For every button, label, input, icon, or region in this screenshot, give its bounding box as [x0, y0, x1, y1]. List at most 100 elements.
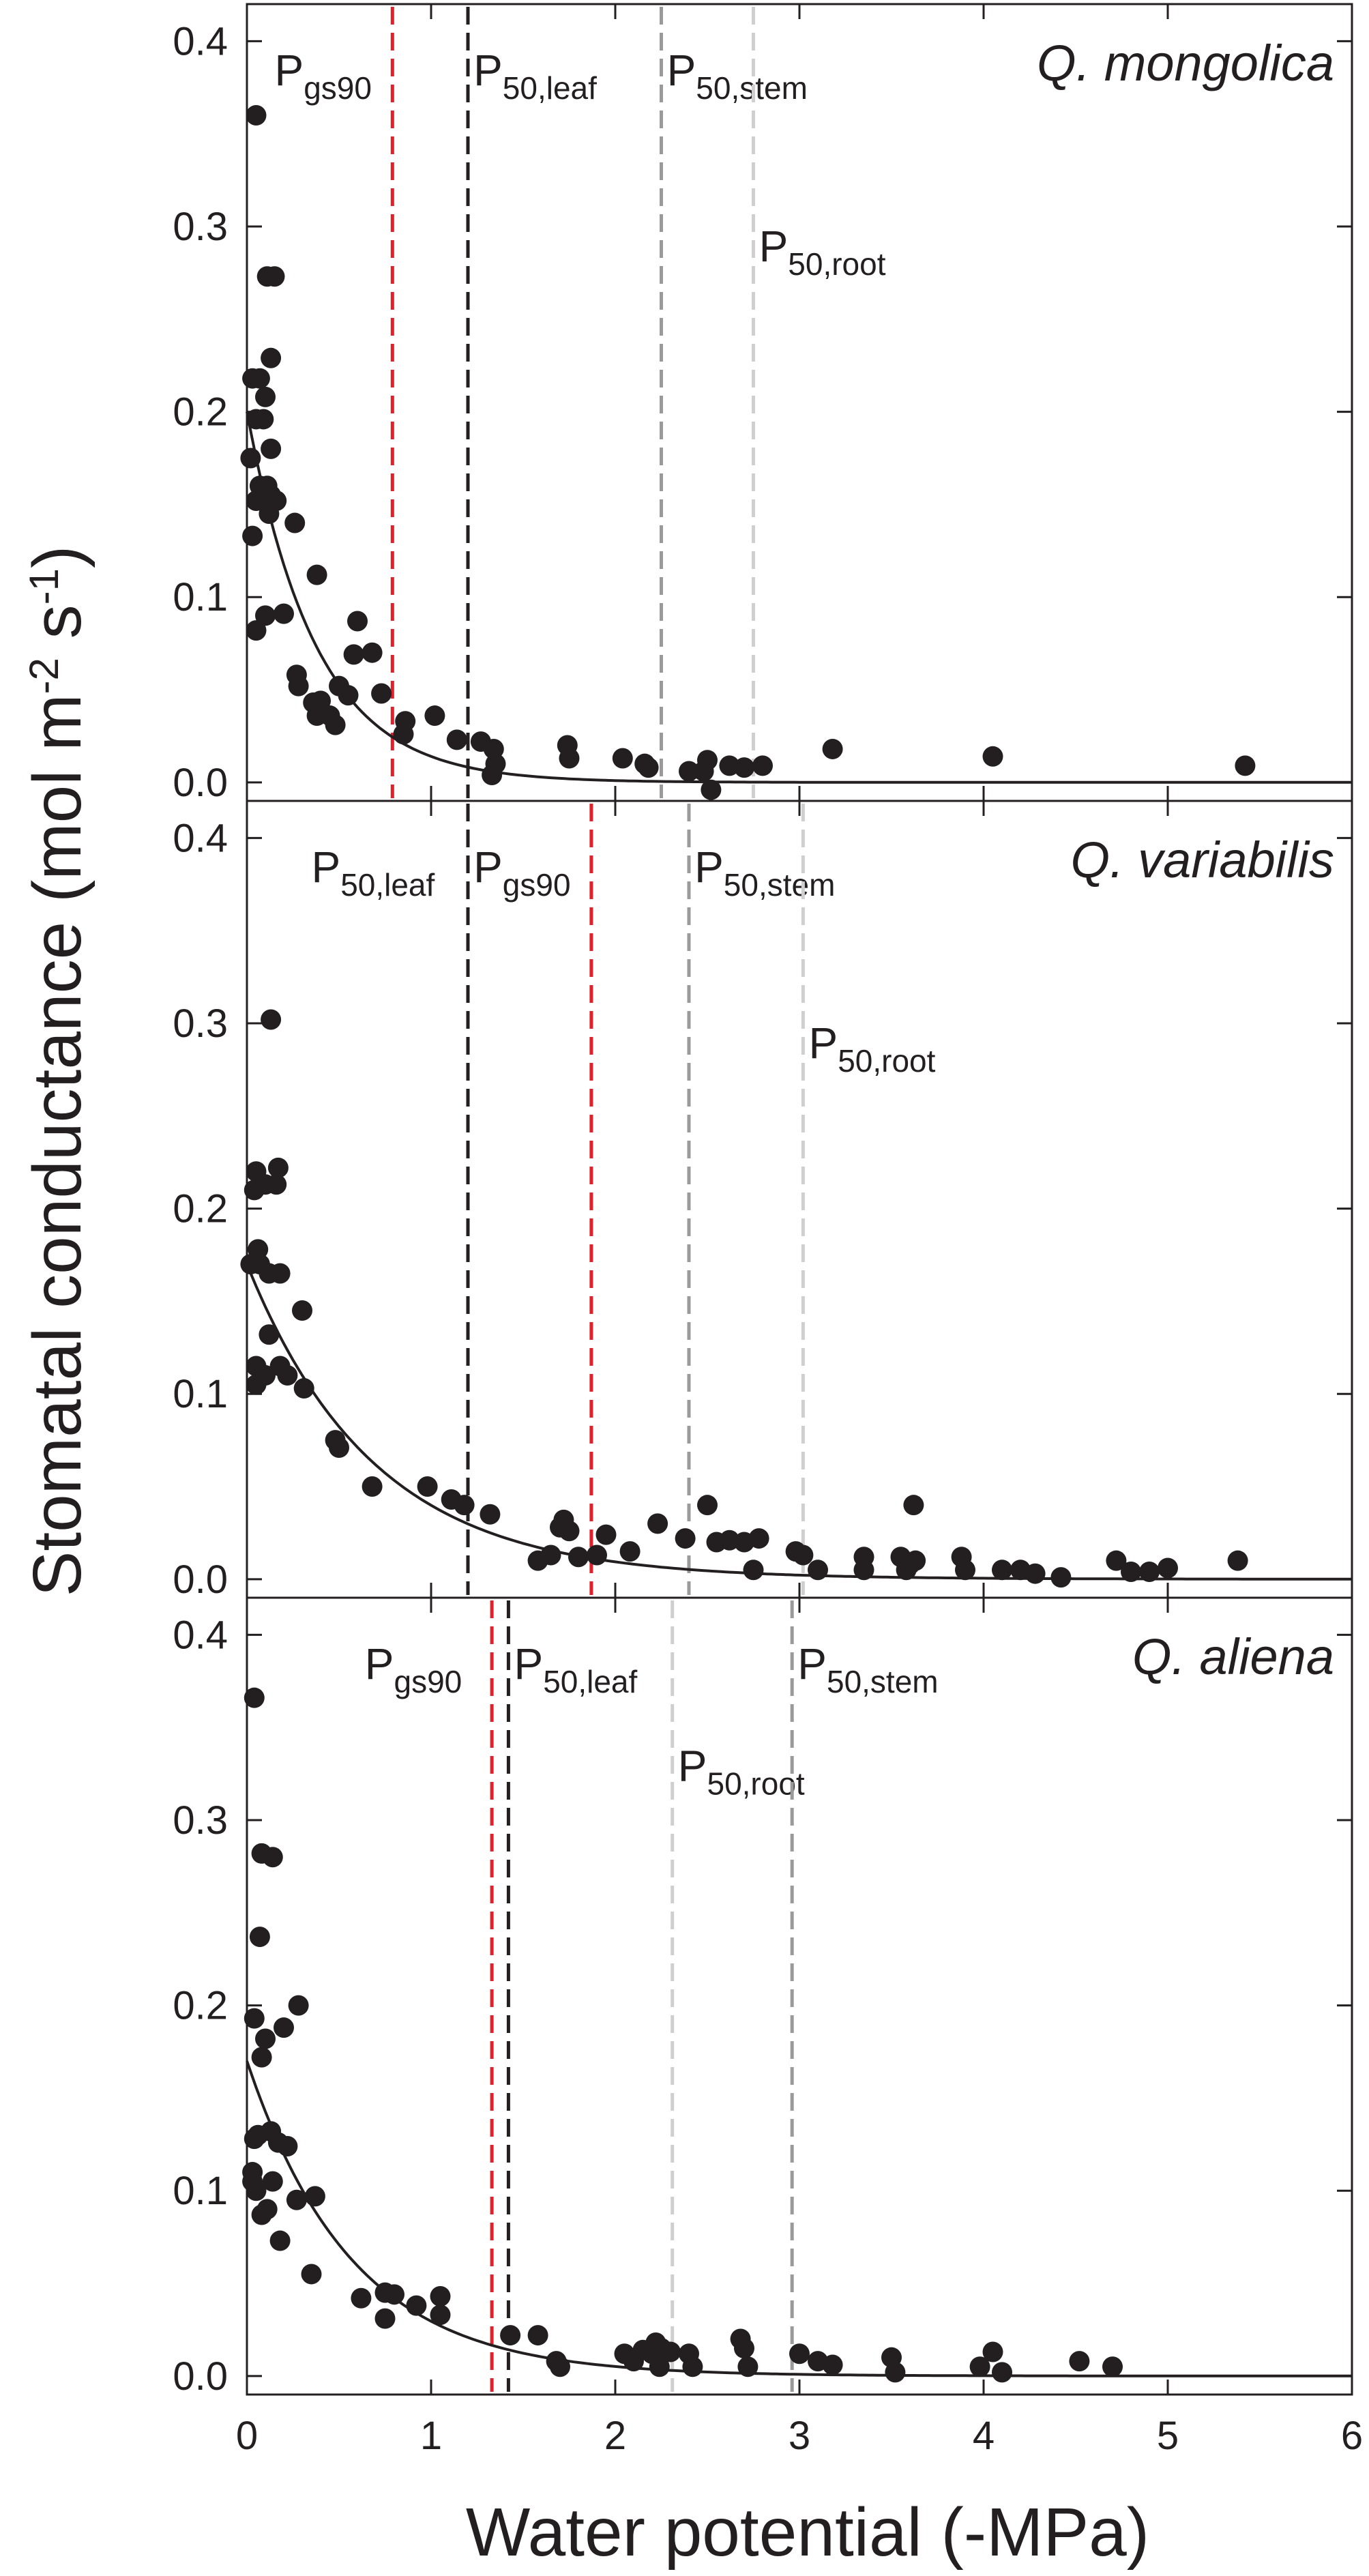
y-tick-label: 0.3: [173, 205, 228, 249]
species-label: Q. mongolica: [1037, 35, 1334, 91]
data-point: [1106, 1550, 1127, 1571]
data-point: [262, 1847, 283, 1868]
data-point: [249, 368, 270, 389]
fit-curve: [246, 411, 1352, 784]
data-point: [743, 1560, 764, 1581]
data-point: [347, 611, 368, 632]
data-point: [483, 738, 504, 759]
data-point: [244, 2008, 265, 2029]
data-point: [822, 2354, 843, 2375]
panel-3: 0.0 0.1 0.2 0.3 0.4 0 1 2 3 4 5 6 Pgs90 P50,leaf P50,r…: [173, 1596, 1363, 2458]
data-point: [697, 1495, 718, 1516]
y-tick-label: 0.0: [173, 761, 228, 805]
y-axis-title: Stomatal conductance (mol m-2 s-1): [19, 546, 95, 1597]
data-point: [982, 2341, 1003, 2362]
x-tick-label: 5: [1157, 2414, 1179, 2458]
data-point: [240, 448, 261, 469]
data-point: [992, 1560, 1012, 1581]
data-point: [277, 1365, 298, 1386]
data-point: [1102, 2356, 1123, 2377]
data-point: [1235, 755, 1256, 776]
x-tick-label: 2: [604, 2414, 626, 2458]
data-point: [343, 644, 364, 665]
species-label: Q. aliena: [1132, 1628, 1334, 1685]
data-point: [647, 1513, 668, 1534]
data-point: [338, 685, 359, 706]
data-point: [274, 2017, 294, 2038]
x-tick-label: 3: [789, 2414, 810, 2458]
data-point: [259, 503, 280, 524]
y-tick-label: 0.0: [173, 2354, 228, 2399]
data-point: [789, 2343, 810, 2365]
data-point: [246, 2180, 267, 2201]
data-point: [292, 1300, 312, 1321]
data-point: [679, 761, 699, 782]
data-point: [351, 2287, 372, 2309]
threshold-label-root: P50,root: [759, 222, 886, 282]
data-point: [446, 729, 467, 750]
data-point: [587, 1545, 607, 1566]
data-point: [269, 1263, 291, 1284]
species-label: Q. variabilis: [1070, 832, 1334, 888]
data-point: [734, 2338, 754, 2359]
data-point: [649, 2356, 670, 2377]
data-point: [406, 2295, 427, 2316]
data-point: [1227, 1550, 1248, 1571]
data-point: [454, 1495, 475, 1516]
data-point: [417, 1476, 438, 1497]
y-tick-label: 0.4: [173, 1613, 228, 1657]
data-point: [267, 1157, 289, 1178]
data-point: [255, 605, 276, 626]
data-point: [559, 1521, 580, 1542]
y-tick-label: 0.1: [173, 1372, 228, 1416]
data-point: [301, 2264, 322, 2285]
data-point: [482, 764, 503, 785]
y-tick-label: 0.0: [173, 1557, 228, 1602]
data-point: [992, 2362, 1012, 2383]
data-point: [261, 347, 282, 368]
y-tick-label: 0.2: [173, 390, 228, 435]
data-point: [246, 620, 267, 641]
data-point: [306, 564, 327, 585]
data-point: [808, 1560, 828, 1581]
data-point: [246, 409, 267, 430]
data-point: [559, 748, 580, 769]
x-tick-label: 0: [236, 2414, 258, 2458]
data-point: [568, 1547, 589, 1568]
data-point: [550, 2356, 570, 2377]
data-point: [384, 2284, 404, 2305]
y-tick-label: 0.2: [173, 1187, 228, 1231]
data-point: [752, 755, 773, 776]
threshold-label-stem: P50,stem: [694, 843, 835, 903]
data-point: [244, 1687, 265, 1708]
data-point: [682, 2356, 703, 2377]
data-point: [748, 1528, 769, 1549]
threshold-label-root: P50,root: [678, 1741, 805, 1801]
y-tick-label: 0.1: [173, 2169, 228, 2213]
data-point: [430, 2304, 451, 2326]
data-point: [304, 2186, 325, 2207]
data-point: [430, 2286, 451, 2307]
y-tick-label: 0.3: [173, 1001, 228, 1046]
data-point: [306, 705, 327, 727]
plot-area: 0.0 0.1 0.2 0.3 0.4 Pgs90 P50,leaf P50,stem P50,…: [173, 3, 1363, 2458]
data-point: [288, 675, 309, 697]
data-point: [480, 1504, 501, 1525]
data-point: [500, 2325, 521, 2346]
x-axis-title: Water potential (-MPa): [466, 2494, 1149, 2571]
data-point: [261, 1009, 282, 1030]
data-point: [885, 2362, 906, 2383]
data-point: [246, 1374, 267, 1395]
data-point: [264, 266, 285, 287]
data-point: [259, 1324, 280, 1345]
data-point: [675, 1528, 696, 1549]
data-point: [374, 2308, 396, 2329]
y-tick-label: 0.1: [173, 575, 228, 619]
data-point: [284, 512, 306, 533]
data-point: [262, 2171, 283, 2192]
data-point: [955, 1560, 975, 1581]
data-point: [266, 1174, 287, 1195]
data-point: [329, 1437, 349, 1458]
